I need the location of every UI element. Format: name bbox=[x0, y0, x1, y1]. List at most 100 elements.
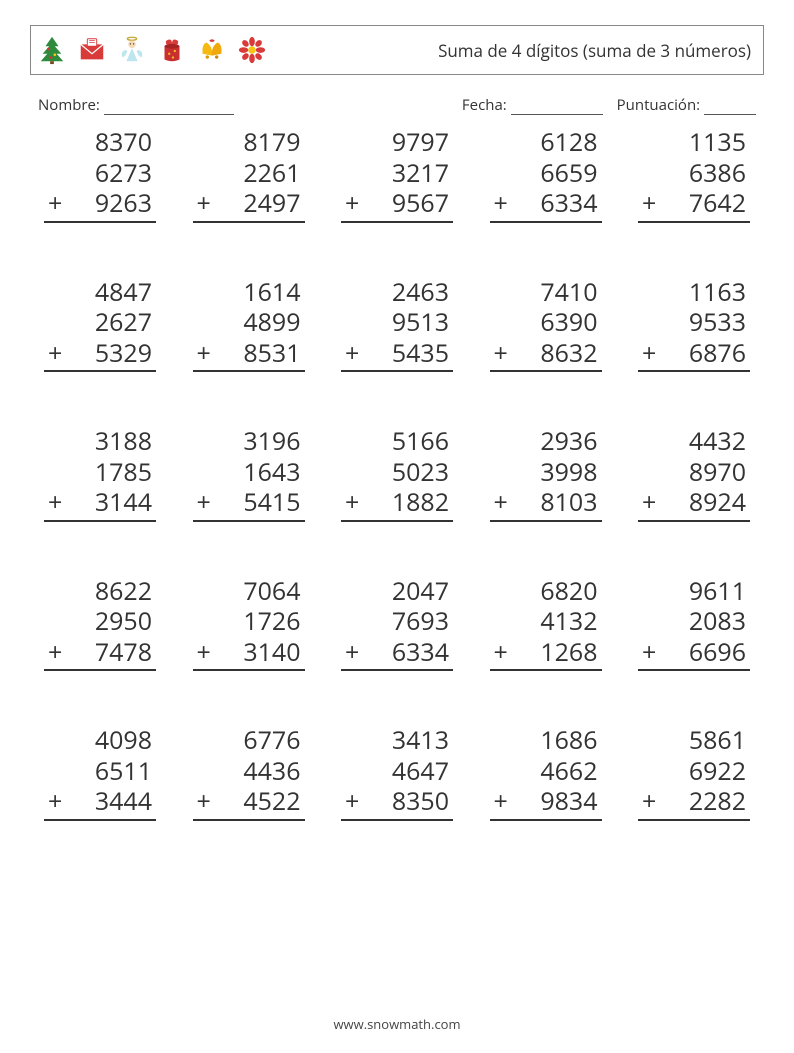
addition-problem: 68204132+1268 bbox=[490, 576, 602, 672]
addend-3-row: +3444 bbox=[44, 786, 156, 821]
addition-problem: 48472627+5329 bbox=[44, 277, 156, 373]
addition-problem: 51665023+1882 bbox=[341, 426, 453, 522]
addend-3-row: +7478 bbox=[44, 637, 156, 672]
operator: + bbox=[197, 786, 211, 817]
addend-3-row: +4522 bbox=[193, 786, 305, 821]
score-label: Puntuación: bbox=[617, 95, 700, 115]
addend-3: 6334 bbox=[392, 637, 449, 668]
addend-1: 2936 bbox=[490, 426, 602, 457]
operator: + bbox=[197, 338, 211, 369]
addend-3-row: +9834 bbox=[490, 786, 602, 821]
addition-problem: 24639513+5435 bbox=[341, 277, 453, 373]
addend-3-row: +2497 bbox=[193, 188, 305, 223]
addend-1: 6820 bbox=[490, 576, 602, 607]
addend-3-row: +6876 bbox=[638, 338, 750, 373]
addend-1: 1163 bbox=[638, 277, 750, 308]
addend-3: 8350 bbox=[392, 786, 449, 817]
operator: + bbox=[345, 338, 359, 369]
operator: + bbox=[345, 786, 359, 817]
addend-1: 5861 bbox=[638, 725, 750, 756]
score-blank[interactable] bbox=[704, 99, 756, 115]
addend-3-row: +6334 bbox=[341, 637, 453, 672]
addend-2: 4436 bbox=[193, 756, 305, 787]
addend-3: 9567 bbox=[392, 188, 449, 219]
addend-3: 2282 bbox=[689, 786, 746, 817]
addition-problem: 34134647+8350 bbox=[341, 725, 453, 821]
addend-1: 7064 bbox=[193, 576, 305, 607]
addend-3: 8531 bbox=[243, 338, 300, 369]
addend-3-row: +8531 bbox=[193, 338, 305, 373]
addend-3-row: +6696 bbox=[638, 637, 750, 672]
operator: + bbox=[642, 786, 656, 817]
addend-3: 6334 bbox=[540, 188, 597, 219]
addend-1: 5166 bbox=[341, 426, 453, 457]
addend-2: 5023 bbox=[341, 457, 453, 488]
date-field: Fecha: bbox=[462, 95, 603, 115]
operator: + bbox=[197, 637, 211, 668]
score-field: Puntuación: bbox=[617, 95, 756, 115]
addend-2: 6922 bbox=[638, 756, 750, 787]
addition-problem: 11356386+7642 bbox=[638, 127, 750, 223]
name-label: Nombre: bbox=[38, 95, 100, 115]
addend-3: 2497 bbox=[243, 188, 300, 219]
name-blank[interactable] bbox=[104, 99, 234, 115]
addend-1: 1135 bbox=[638, 127, 750, 158]
problem-row: 31881785+314431961643+541551665023+18822… bbox=[44, 426, 750, 522]
addend-2: 3998 bbox=[490, 457, 602, 488]
addend-3: 3144 bbox=[95, 487, 152, 518]
addition-problem: 40986511+3444 bbox=[44, 725, 156, 821]
addition-problem: 29363998+8103 bbox=[490, 426, 602, 522]
addend-3-row: +9567 bbox=[341, 188, 453, 223]
footer-url: www.snowmath.com bbox=[0, 1015, 794, 1033]
addend-1: 7410 bbox=[490, 277, 602, 308]
meta-right: Fecha: Puntuación: bbox=[462, 95, 756, 115]
addition-problem: 83706273+9263 bbox=[44, 127, 156, 223]
addend-1: 6128 bbox=[490, 127, 602, 158]
addition-problem: 11639533+6876 bbox=[638, 277, 750, 373]
operator: + bbox=[494, 487, 508, 518]
operator: + bbox=[48, 338, 62, 369]
meta-left: Nombre: bbox=[38, 95, 234, 115]
addend-2: 4132 bbox=[490, 606, 602, 637]
addend-3: 1268 bbox=[540, 637, 597, 668]
addend-3-row: +5415 bbox=[193, 487, 305, 522]
problem-row: 48472627+532916144899+853124639513+54357… bbox=[44, 277, 750, 373]
addend-3: 8632 bbox=[540, 338, 597, 369]
addend-3-row: +9263 bbox=[44, 188, 156, 223]
addend-2: 4647 bbox=[341, 756, 453, 787]
addend-3-row: +8924 bbox=[638, 487, 750, 522]
addend-2: 6386 bbox=[638, 158, 750, 189]
addend-3-row: +3140 bbox=[193, 637, 305, 672]
addend-1: 1614 bbox=[193, 277, 305, 308]
addend-3: 5415 bbox=[243, 487, 300, 518]
addition-problem: 61286659+6334 bbox=[490, 127, 602, 223]
addend-1: 2047 bbox=[341, 576, 453, 607]
addend-1: 3188 bbox=[44, 426, 156, 457]
operator: + bbox=[494, 637, 508, 668]
date-blank[interactable] bbox=[511, 99, 603, 115]
operator: + bbox=[642, 188, 656, 219]
operator: + bbox=[48, 188, 62, 219]
addend-2: 2261 bbox=[193, 158, 305, 189]
addend-3-row: +3144 bbox=[44, 487, 156, 522]
envelope-icon bbox=[77, 35, 107, 65]
addend-2: 7693 bbox=[341, 606, 453, 637]
addition-problem: 58616922+2282 bbox=[638, 725, 750, 821]
addend-2: 1643 bbox=[193, 457, 305, 488]
operator: + bbox=[494, 338, 508, 369]
header-box: Suma de 4 dígitos (suma de 3 números) bbox=[30, 25, 764, 75]
addend-2: 4662 bbox=[490, 756, 602, 787]
addend-3-row: +5329 bbox=[44, 338, 156, 373]
addition-problem: 74106390+8632 bbox=[490, 277, 602, 373]
addend-3: 8924 bbox=[689, 487, 746, 518]
operator: + bbox=[642, 338, 656, 369]
addend-3: 1882 bbox=[392, 487, 449, 518]
addend-3-row: +1268 bbox=[490, 637, 602, 672]
problem-row: 40986511+344467764436+452234134647+83501… bbox=[44, 725, 750, 821]
angel-icon bbox=[117, 35, 147, 65]
addition-problem: 67764436+4522 bbox=[193, 725, 305, 821]
addition-problem: 70641726+3140 bbox=[193, 576, 305, 672]
addition-problem: 97973217+9567 bbox=[341, 127, 453, 223]
addition-problem: 31961643+5415 bbox=[193, 426, 305, 522]
addend-2: 6390 bbox=[490, 307, 602, 338]
